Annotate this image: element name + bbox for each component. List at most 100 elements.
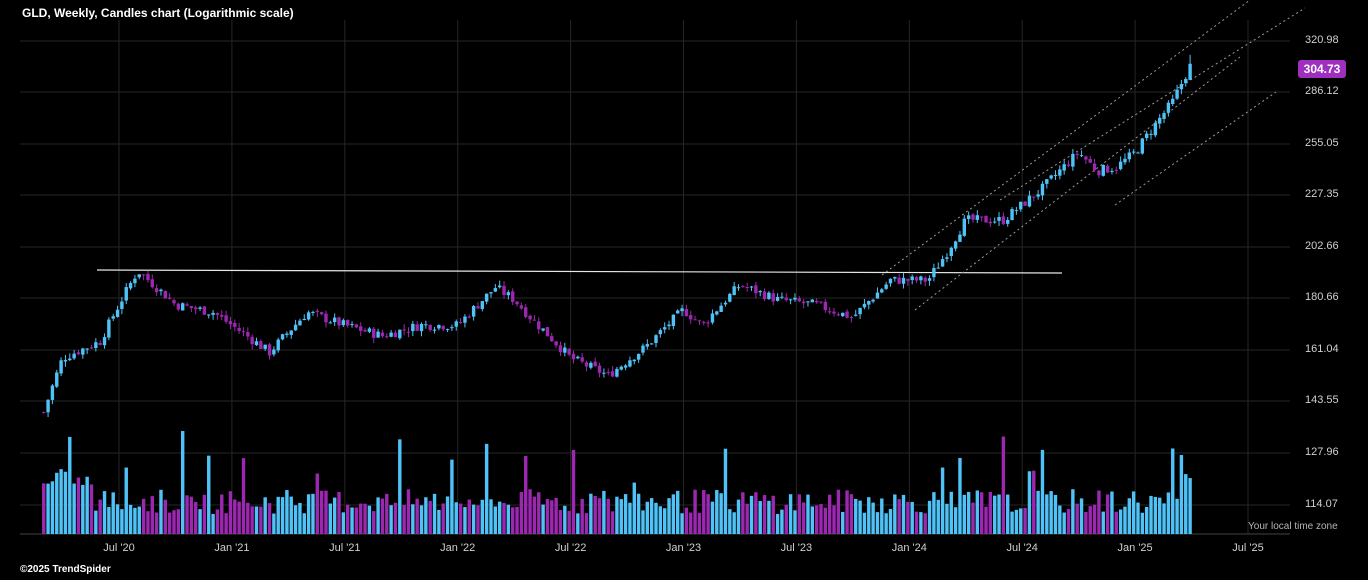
candle-body [228, 321, 233, 325]
volume-bar [167, 512, 172, 534]
candle-body [324, 313, 328, 323]
volume-bar [493, 506, 498, 534]
x-tick-label: Jul '20 [103, 542, 135, 554]
volume-bar [246, 502, 250, 534]
volume-bar [272, 513, 276, 534]
candle-body [159, 289, 163, 292]
candle-body [1123, 158, 1127, 163]
volume-bars [42, 430, 1192, 534]
volume-bar [228, 491, 233, 534]
volume-bar [558, 510, 563, 534]
volume-bar [124, 467, 128, 534]
candle-body [506, 292, 511, 296]
candle-body [1144, 133, 1149, 139]
volume-bar [337, 491, 341, 534]
candle-body [46, 399, 50, 413]
candle-body [363, 329, 367, 332]
volume-bar [411, 504, 415, 534]
candle-body [319, 312, 324, 315]
candle-body [645, 344, 650, 347]
volume-bar [385, 493, 389, 534]
volume-bar [1019, 508, 1023, 534]
volume-bar [1171, 448, 1175, 534]
candle-body [628, 360, 632, 367]
candle-body [198, 307, 202, 309]
volume-bar [345, 504, 350, 534]
candle-body [762, 291, 767, 300]
candle-body [59, 360, 63, 374]
candle-body [676, 310, 680, 314]
candle-body [350, 324, 354, 326]
candle-body [1171, 98, 1175, 104]
volume-bar [319, 490, 324, 534]
volume-bar [220, 494, 224, 534]
candle-body [537, 321, 541, 330]
volume-bar [111, 492, 115, 534]
x-tick-label: Jul '24 [1006, 542, 1038, 554]
candle-body [880, 289, 884, 293]
candle-body [337, 317, 341, 326]
volume-bar [94, 510, 98, 534]
candle-body [1110, 170, 1114, 172]
candle-body [788, 299, 793, 301]
candle-body [163, 290, 168, 299]
candle-body [1066, 164, 1071, 166]
volume-bar [1184, 474, 1188, 534]
candle-body [415, 324, 419, 331]
x-tick-label: Jan '22 [440, 542, 476, 554]
volume-bar [936, 499, 940, 534]
candle-body [120, 301, 124, 309]
candle-body [1158, 117, 1162, 124]
candle-body [267, 344, 272, 356]
volume-bar [532, 496, 537, 534]
volume-bar [1158, 497, 1162, 534]
y-tick-label: 227.35 [1305, 188, 1339, 200]
volume-bar [1079, 498, 1084, 534]
candle-body [867, 301, 871, 305]
volume-bar [1014, 509, 1019, 534]
candle-body [194, 307, 198, 310]
candle-body [272, 349, 276, 355]
volume-bar [754, 492, 758, 534]
volume-bar [710, 501, 715, 534]
volume-bar [180, 430, 185, 534]
volume-bar [706, 494, 710, 534]
volume-bar [641, 510, 645, 534]
candle-body [953, 241, 958, 249]
candle-body [94, 342, 98, 348]
volume-bar [467, 499, 471, 534]
candle-body [749, 286, 754, 288]
volume-bar [237, 501, 241, 534]
x-tick-label: Jan '25 [1117, 542, 1153, 554]
candle-body [85, 348, 89, 350]
volume-bar [120, 509, 124, 534]
candle-body [1140, 138, 1145, 154]
volume-bar [788, 494, 793, 534]
volume-bar [137, 506, 141, 534]
timezone-note: Your local time zone [1248, 521, 1338, 532]
volume-bar [202, 494, 207, 534]
candle-body [923, 277, 927, 282]
volume-bar [1045, 494, 1049, 534]
x-tick-label: Jul '23 [780, 542, 813, 554]
volume-bar [771, 495, 775, 534]
volume-bar [380, 498, 385, 534]
candle-body [814, 300, 819, 303]
volume-bar [172, 510, 176, 534]
volume-bar [545, 499, 550, 534]
volume-bar [966, 491, 971, 534]
x-tick-label: Jul '25 [1232, 542, 1264, 554]
volume-bar [302, 513, 306, 534]
candle-body [215, 313, 220, 315]
channel-line [881, 0, 1251, 276]
volume-bar [897, 499, 901, 534]
candle-body [380, 332, 385, 337]
volume-bar [997, 494, 1001, 534]
candle-body [541, 328, 545, 331]
volume-bar [1153, 496, 1158, 534]
volume-bar [506, 504, 511, 534]
candle-body [1088, 159, 1092, 163]
candle-body [567, 348, 571, 355]
candle-body [979, 216, 984, 218]
